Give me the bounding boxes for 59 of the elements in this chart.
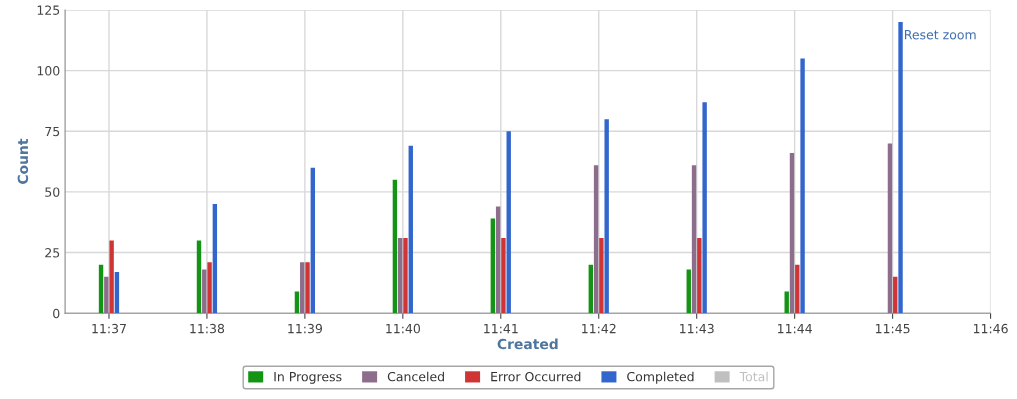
- annotation: Reset zoom: [904, 30, 976, 40]
- y-tick-label: 25: [45, 248, 60, 258]
- bar: [196, 240, 202, 314]
- legend-label: Total: [739, 371, 768, 382]
- bar: [898, 22, 903, 314]
- y-tick-label: 75: [45, 126, 60, 137]
- x-tick-label: 11:42: [582, 323, 616, 334]
- bar: [104, 276, 109, 314]
- legend-label: Error Occurred: [491, 371, 581, 382]
- bar: [501, 238, 506, 314]
- bar: [691, 165, 697, 314]
- y-tick-label: 125: [37, 5, 60, 15]
- bar: [702, 102, 707, 314]
- bar: [109, 240, 114, 314]
- bar: [593, 165, 599, 314]
- bar: [408, 145, 413, 314]
- bar: [495, 206, 501, 314]
- bar: [893, 276, 898, 314]
- y-tick-label: 0: [53, 308, 60, 319]
- x-tick-label: 11:39: [288, 323, 323, 334]
- bar: [305, 262, 310, 314]
- bar: [392, 179, 398, 314]
- bar: [599, 238, 604, 314]
- bar: [887, 143, 893, 314]
- bar: [795, 264, 800, 314]
- y-tick-label: 50: [45, 187, 60, 197]
- bar: [789, 153, 795, 314]
- bar: [310, 167, 316, 314]
- bar: [604, 119, 609, 314]
- x-tick-label: 11:40: [386, 323, 421, 334]
- legend-label: Canceled: [387, 371, 444, 382]
- y-axis-title: Count: [17, 138, 29, 184]
- bar: [300, 262, 305, 314]
- bar: [202, 269, 207, 314]
- y-tick-label: 100: [37, 66, 60, 76]
- x-axis-title: Created: [497, 338, 558, 350]
- x-tick-label: 11:37: [92, 323, 126, 334]
- bar: [98, 264, 104, 314]
- bar: [697, 238, 702, 314]
- legend-label: In Progress: [274, 372, 342, 384]
- x-tick-label: 11:38: [190, 323, 225, 334]
- bar: [588, 264, 594, 314]
- x-tick-label: 11:43: [680, 323, 714, 334]
- x-tick-label: 11:45: [875, 324, 910, 334]
- legend-label: Completed: [627, 371, 694, 384]
- bar: [506, 131, 511, 314]
- bar: [403, 238, 408, 314]
- x-tick-label: 11:46: [973, 323, 1008, 334]
- x-tick-label: 11:41: [484, 324, 518, 334]
- bar: [800, 58, 805, 314]
- bar: [784, 291, 789, 314]
- x-tick-label: 11:44: [778, 324, 812, 334]
- bar: [686, 269, 691, 314]
- bar: [397, 238, 403, 314]
- bar: [207, 262, 212, 314]
- bar: [114, 271, 120, 314]
- bar: [490, 218, 496, 314]
- bar: [212, 204, 218, 314]
- bar: [294, 291, 300, 314]
